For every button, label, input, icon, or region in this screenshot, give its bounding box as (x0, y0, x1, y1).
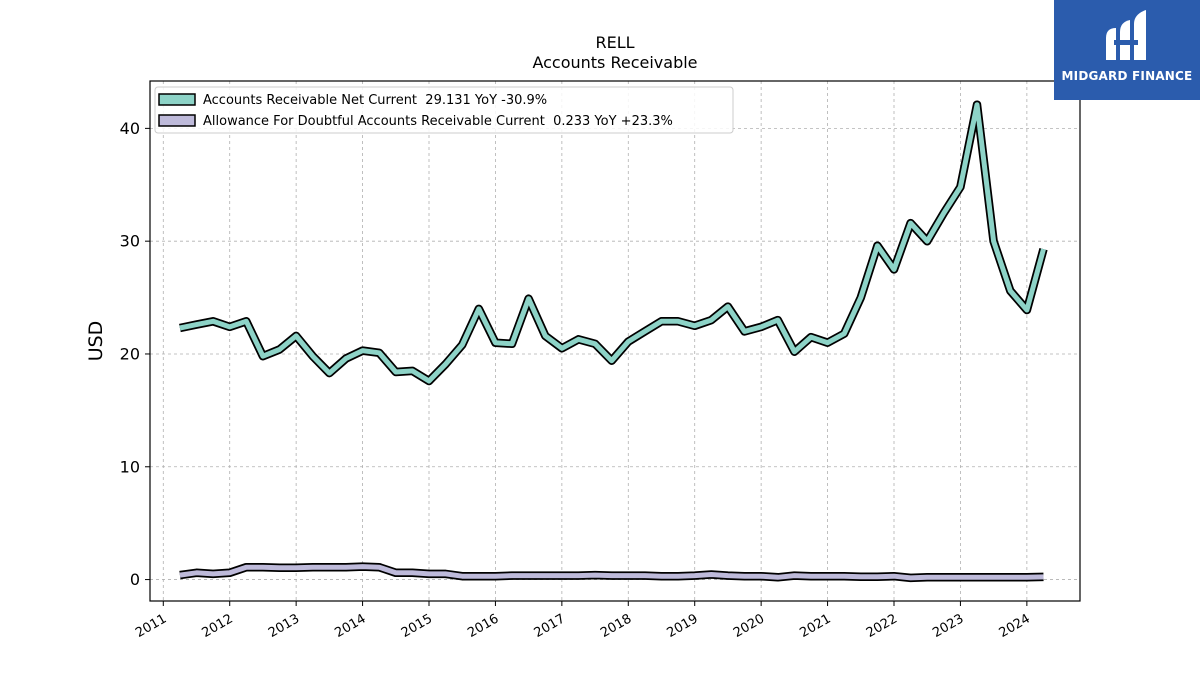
x-tick-label: 2011 (133, 611, 169, 641)
legend-swatch-ar-net (158, 93, 196, 106)
series-line-outline (179, 100, 1048, 386)
axis-ticks: 0 10 20 30 40 2011 2012 2013 2014 2015 2016 2017 201… (120, 119, 1033, 641)
series-ar-net-current (179, 100, 1048, 386)
legend: Accounts Receivable Net Current 29.131 Y… (154, 86, 734, 134)
legend-box (154, 86, 734, 134)
x-tick-label: 2019 (665, 611, 701, 641)
series-allowance-doubtful (179, 562, 1044, 583)
midgard-logo-icon (1106, 10, 1146, 60)
y-tick-label: 0 (130, 570, 140, 589)
x-tick-label: 2012 (200, 611, 236, 641)
brand-name: MIDGARD FINANCE (1061, 69, 1193, 83)
x-tick-label: 2024 (997, 611, 1033, 641)
series-line (179, 564, 1044, 581)
y-tick-label: 40 (120, 119, 140, 138)
series-line (179, 102, 1046, 384)
legend-label-allowance: Allowance For Doubtful Accounts Receivab… (203, 114, 673, 129)
x-tick-label: 2016 (465, 611, 501, 641)
y-axis-label: USD (85, 321, 107, 362)
chart-subtitle: Accounts Receivable (532, 53, 697, 72)
x-tick-label: 2017 (532, 611, 568, 641)
x-tick-label: 2014 (332, 611, 368, 641)
x-tick-label: 2013 (266, 611, 302, 641)
x-tick-label: 2018 (598, 611, 634, 641)
x-tick-label: 2022 (864, 611, 900, 641)
x-tick-label: 2015 (399, 611, 435, 641)
chart-title: RELL (595, 33, 634, 52)
plot-frame (149, 80, 1081, 602)
y-tick-label: 30 (120, 232, 140, 251)
x-tick-label: 2020 (731, 611, 767, 641)
y-tick-label: 10 (120, 457, 140, 476)
legend-swatch-allowance (158, 114, 196, 127)
legend-label-ar-net: Accounts Receivable Net Current 29.131 Y… (203, 93, 547, 108)
x-tick-label: 2021 (797, 611, 833, 641)
y-tick-label: 20 (120, 344, 140, 363)
x-tick-label: 2023 (930, 611, 966, 641)
brand-logo: MIDGARD FINANCE (1054, 0, 1200, 100)
series-layer (179, 100, 1048, 583)
